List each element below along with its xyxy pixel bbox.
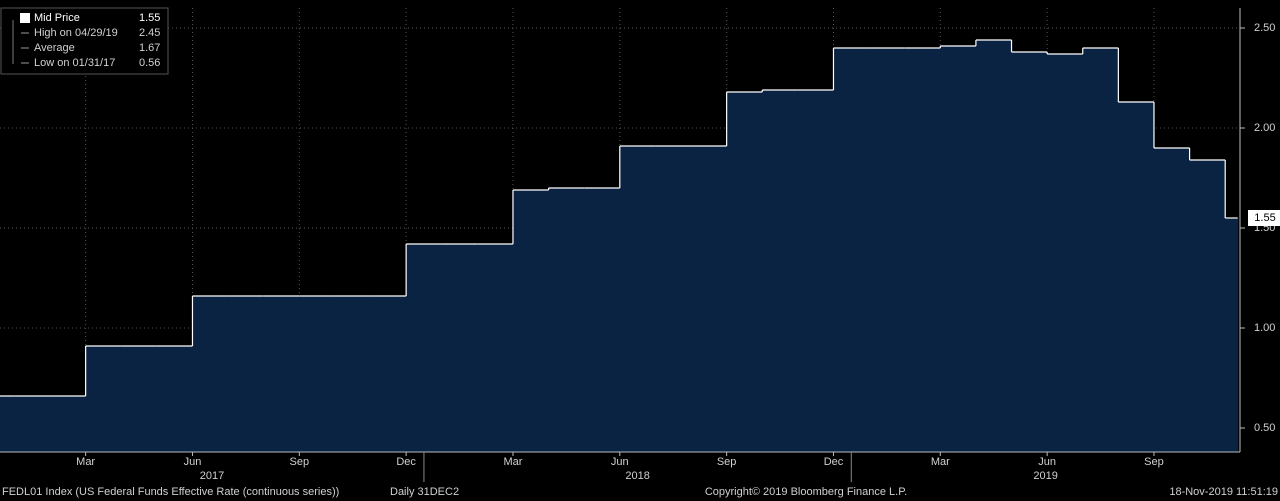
x-tick-label: Sep — [1144, 456, 1164, 468]
area-segment — [477, 244, 514, 452]
area-segment — [975, 40, 1013, 452]
legend-value: 1.67 — [139, 42, 160, 54]
area-segment — [1047, 54, 1084, 452]
area-segment — [655, 146, 692, 452]
area-segment — [904, 48, 941, 452]
area-segment — [548, 188, 585, 452]
legend-value: 0.56 — [139, 57, 160, 69]
year-label: 2019 — [1033, 470, 1057, 482]
legend-label: Average — [34, 42, 75, 54]
area-segment — [156, 346, 193, 452]
y-tick-label: 1.00 — [1254, 322, 1275, 334]
x-tick-label: Jun — [1038, 456, 1056, 468]
x-tick-label: Mar — [76, 456, 95, 468]
area-segment — [691, 146, 728, 452]
area-segment — [299, 296, 336, 452]
area-segment — [869, 48, 906, 452]
legend-label: Mid Price — [34, 12, 80, 24]
x-tick-label: Mar — [503, 456, 522, 468]
area-segment — [1082, 48, 1119, 452]
area-segment — [833, 48, 870, 452]
plot-area — [0, 8, 1240, 452]
area-segment — [85, 346, 122, 452]
x-tick-label: Sep — [290, 456, 310, 468]
area-segment — [0, 396, 15, 452]
area-segment — [50, 396, 87, 452]
area-segment — [940, 46, 977, 452]
year-label: 2017 — [200, 470, 224, 482]
area-segment — [441, 244, 478, 452]
area-segment — [1189, 160, 1226, 452]
area-segment — [1011, 52, 1048, 452]
area-segment — [797, 90, 834, 452]
x-tick-label: Dec — [824, 456, 844, 468]
area-segment — [762, 90, 799, 452]
area-segment — [1118, 102, 1155, 452]
area-segment — [726, 92, 763, 452]
area-segment — [263, 296, 300, 452]
area-segment — [584, 188, 621, 452]
legend-value: 2.45 — [139, 27, 160, 39]
x-tick-label: Jun — [184, 456, 202, 468]
area-segment — [1225, 218, 1239, 452]
area-segment — [406, 244, 443, 452]
y-tick-label: 0.50 — [1254, 422, 1275, 434]
x-tick-label: Jun — [611, 456, 629, 468]
area-segment — [1153, 148, 1191, 452]
x-tick-label: Sep — [717, 456, 737, 468]
area-segment — [334, 296, 372, 452]
legend-value: 1.55 — [139, 12, 160, 24]
legend-swatch — [20, 13, 30, 23]
source: FEDL01 Index (US Federal Funds Effective… — [2, 486, 339, 498]
year-label: 2018 — [625, 470, 649, 482]
y-tick-label: 2.00 — [1254, 122, 1275, 134]
area-segment — [121, 346, 158, 452]
area-segment — [619, 146, 656, 452]
area-segment — [512, 190, 550, 452]
timestamp: 18-Nov-2019 11:51:19 — [1169, 486, 1278, 498]
x-tick-label: Dec — [396, 456, 416, 468]
copyright: Copyright© 2019 Bloomberg Finance L.P. — [705, 486, 907, 498]
y-tick-label: 2.50 — [1254, 22, 1275, 34]
frequency: Daily 31DEC2 — [390, 486, 459, 498]
x-tick-label: Mar — [931, 456, 950, 468]
legend-label: Low on 01/31/17 — [34, 57, 115, 69]
legend: Mid Price 1.55 High on 04/29/19 2.45 Average… — [0, 7, 169, 75]
legend-label: High on 04/29/19 — [34, 27, 118, 39]
last-price-tag — [1248, 210, 1280, 226]
area-segment — [14, 396, 51, 452]
area-segment — [192, 296, 229, 452]
area-segment — [228, 296, 265, 452]
area-segment — [370, 296, 407, 452]
last-price-label: 1.55 — [1254, 212, 1275, 224]
